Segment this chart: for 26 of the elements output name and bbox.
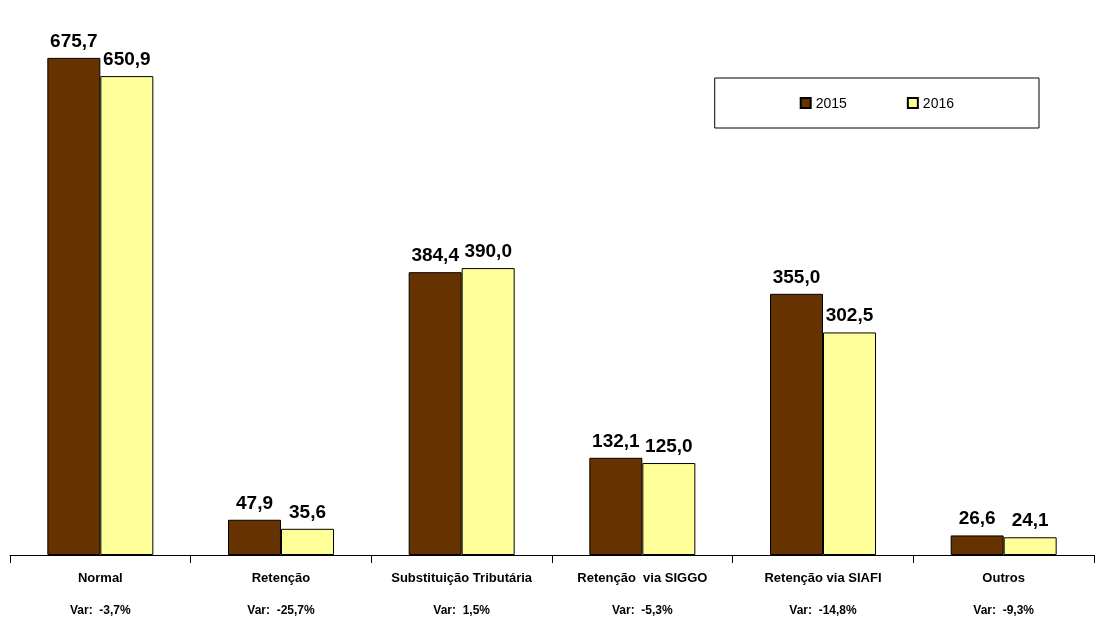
text: Var: -25,7%: [247, 603, 316, 617]
data-label: 355,0: [772, 265, 821, 287]
data-label: 390,0: [464, 240, 512, 262]
text: Var: -5,3%: [611, 603, 674, 617]
x-tick-label: Outros: [982, 570, 1025, 585]
legend-label: 2016: [922, 95, 955, 111]
x-tick-label: Retenção via SIAFI: [764, 570, 882, 585]
x-tick-label: Retenção via SIGGO: [577, 570, 708, 585]
text: Var: -9,3%: [973, 603, 1035, 617]
x-tick-label: Substituição Tributária: [391, 570, 533, 585]
data-label: 47,9: [236, 491, 273, 513]
data-label: 125,0: [645, 435, 693, 457]
data-label: 24,1: [1011, 509, 1050, 531]
data-label: 384,4: [411, 244, 460, 266]
data-label: 650,9: [103, 48, 151, 70]
data-label: 132,1: [592, 429, 641, 451]
legend-label: 2015: [815, 95, 848, 111]
text: Var: -3,7%: [69, 603, 132, 617]
x-tick-label: Normal: [77, 570, 123, 585]
text: Var: -14,8%: [789, 603, 858, 617]
data-label: 302,5: [825, 304, 874, 326]
x-tick-label: Retenção: [251, 570, 311, 585]
data-label: 26,6: [958, 507, 996, 529]
data-label: 35,6: [289, 500, 326, 522]
text: Var: 1,5%: [433, 603, 491, 617]
data-label: 675,7: [50, 29, 98, 51]
